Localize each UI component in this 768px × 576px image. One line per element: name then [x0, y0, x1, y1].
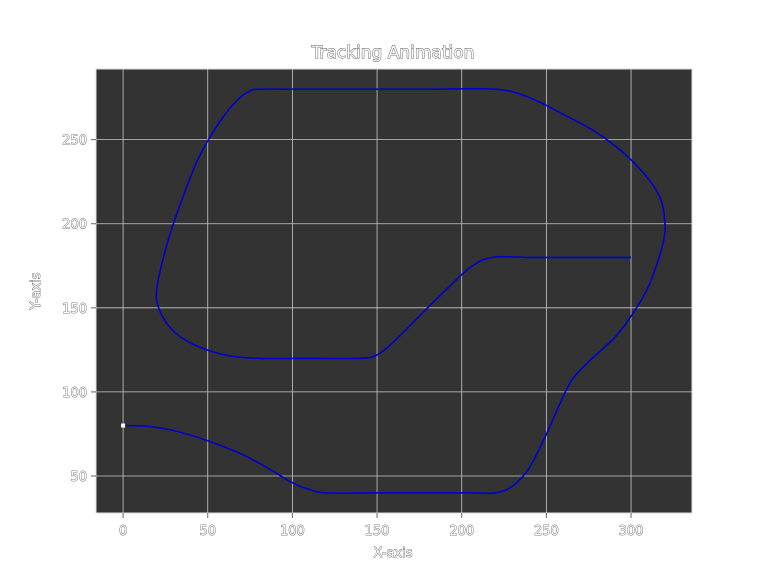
- x-tick-label: 300: [619, 524, 644, 539]
- x-tick-label: 0: [119, 524, 127, 539]
- x-tick-label: 150: [365, 524, 390, 539]
- plot-area: [96, 69, 692, 513]
- y-tick-label: 100: [62, 386, 87, 401]
- y-axis-label: Y-axis: [29, 272, 44, 310]
- x-tick-label: 100: [280, 524, 305, 539]
- grid-lines: [96, 69, 692, 513]
- x-axis-label: X-axis: [374, 546, 413, 561]
- position-marker: [121, 423, 126, 428]
- axis-ticks: 0 50 100 150 200 250 300 50 100 150 200 250: [62, 133, 644, 539]
- plot-frame: [95, 68, 693, 514]
- y-tick-label: 200: [62, 218, 87, 233]
- y-tick-label: 150: [62, 302, 87, 317]
- y-tick-label: 250: [62, 134, 87, 149]
- track-line: [123, 87, 666, 495]
- x-tick-label: 250: [534, 524, 559, 539]
- x-tick-label: 200: [449, 524, 474, 539]
- y-tick-label: 50: [70, 470, 87, 485]
- x-tick-label: 50: [199, 524, 216, 539]
- chart-title: Tracking Animation: [311, 43, 475, 63]
